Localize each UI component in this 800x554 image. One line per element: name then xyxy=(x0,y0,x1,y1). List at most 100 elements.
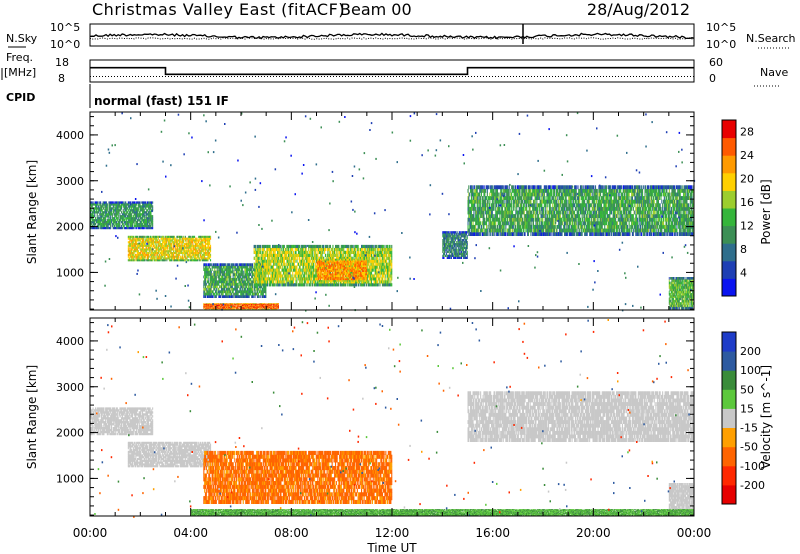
echo-cell xyxy=(147,243,149,246)
echo-cell xyxy=(203,287,205,291)
echo-cell xyxy=(264,277,266,281)
echo-cell xyxy=(258,280,260,284)
echo-cell xyxy=(194,259,196,262)
echo-cell xyxy=(162,239,164,242)
echo-cell xyxy=(132,201,134,204)
echo-cell xyxy=(244,263,246,267)
echo-cell xyxy=(164,239,166,242)
echo-cell xyxy=(179,246,181,249)
echo-cell xyxy=(192,237,194,240)
echo-cell xyxy=(204,241,206,244)
echo-cell xyxy=(107,224,109,228)
echo-cell xyxy=(254,265,256,269)
echo-cell xyxy=(260,256,262,260)
echo-cell xyxy=(163,239,165,242)
echo-cell xyxy=(174,244,176,247)
echo-cell xyxy=(352,250,354,254)
echo-cell xyxy=(286,244,288,249)
echo-cell xyxy=(344,244,346,249)
echo-cell xyxy=(350,265,352,269)
echo-cell xyxy=(128,244,130,247)
echo-cell xyxy=(197,252,199,255)
echo-cell xyxy=(220,290,222,294)
echo-cell xyxy=(285,253,287,257)
echo-cell xyxy=(340,280,342,284)
echo-cell xyxy=(134,253,136,256)
echo-cell xyxy=(207,253,209,256)
echo-cell xyxy=(257,262,259,266)
echo-cell xyxy=(134,244,136,247)
echo-cell xyxy=(140,252,142,255)
echo-cell xyxy=(275,277,277,281)
echo-cell xyxy=(136,239,138,242)
echo-cell xyxy=(164,257,166,260)
echo-cell xyxy=(130,226,132,230)
echo-cell xyxy=(158,235,160,238)
echo-cell xyxy=(230,295,232,298)
echo-cell xyxy=(315,283,317,287)
echo-cell xyxy=(150,237,152,240)
echo-cell xyxy=(168,250,170,253)
echo-cell xyxy=(220,280,222,284)
echo-cell xyxy=(178,253,180,256)
echo-cell xyxy=(160,246,162,249)
echo-cell xyxy=(134,224,136,228)
echo-cell xyxy=(195,243,197,246)
echo-cell xyxy=(294,244,296,249)
echo-cell xyxy=(208,253,210,256)
echo-cell xyxy=(140,223,142,226)
echo-cell xyxy=(90,215,92,218)
echo-cell xyxy=(129,253,131,256)
echo-cell xyxy=(164,237,166,240)
echo-cell xyxy=(200,235,202,238)
echo-cell xyxy=(192,235,194,238)
echo-cell xyxy=(308,265,310,269)
echo-cell xyxy=(135,239,137,242)
echo-cell xyxy=(151,203,153,206)
echo-cell xyxy=(147,244,149,247)
echo-cell xyxy=(313,277,315,281)
echo-cell xyxy=(225,287,227,291)
echo-cell xyxy=(246,292,248,296)
echo-cell xyxy=(90,217,92,220)
echo-cell xyxy=(205,243,207,246)
echo-cell xyxy=(365,247,367,252)
echo-cell xyxy=(302,259,304,263)
echo-cell xyxy=(185,246,187,249)
echo-cell xyxy=(255,250,257,254)
echo-cell xyxy=(98,221,100,224)
echo-cell xyxy=(313,247,315,252)
echo-cell xyxy=(136,215,138,218)
echo-cell xyxy=(270,253,272,257)
echo-cell xyxy=(336,256,338,260)
echo-cell xyxy=(125,223,127,226)
echo-cell xyxy=(207,295,209,298)
echo-cell xyxy=(155,246,157,249)
echo-cell xyxy=(332,244,334,249)
echo-cell xyxy=(310,268,312,272)
echo-cell xyxy=(278,265,280,269)
echo-cell xyxy=(152,205,154,208)
echo-cell xyxy=(326,247,328,252)
echo-cell xyxy=(162,253,164,256)
echo-cell xyxy=(338,247,340,252)
echo-cell xyxy=(202,250,204,253)
echo-cell xyxy=(167,244,169,247)
echo-cell xyxy=(272,259,274,263)
echo-cell xyxy=(327,247,329,252)
echo-cell xyxy=(291,256,293,260)
echo-cell xyxy=(205,257,207,260)
echo-cell xyxy=(186,250,188,253)
echo-cell xyxy=(340,247,342,252)
echo-cell xyxy=(208,270,210,274)
echo-cell xyxy=(192,246,194,249)
echo-cell xyxy=(210,282,212,286)
echo-cell xyxy=(182,257,184,260)
echo-cell xyxy=(180,235,182,238)
echo-cell xyxy=(223,287,225,291)
echo-cell xyxy=(312,256,314,260)
echo-cell xyxy=(195,237,197,240)
echo-cell xyxy=(140,250,142,253)
echo-cell xyxy=(174,250,176,253)
echo-cell xyxy=(145,246,147,249)
